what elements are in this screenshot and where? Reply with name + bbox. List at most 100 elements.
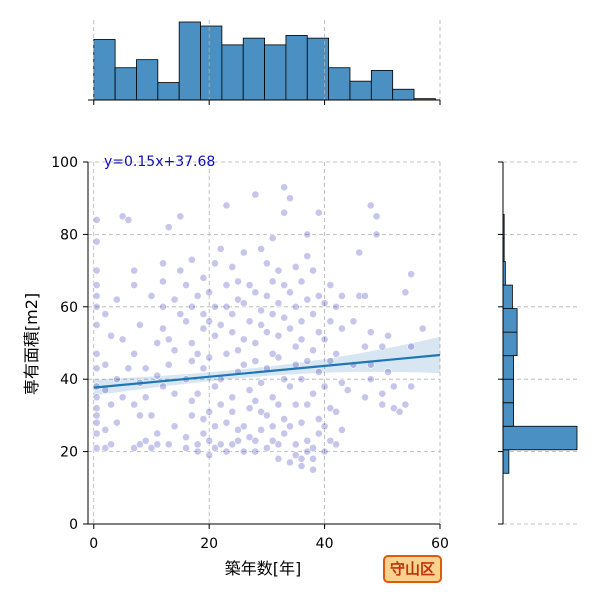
data-point: [407, 270, 416, 279]
data-point: [268, 349, 277, 358]
data-point: [384, 331, 392, 340]
data-point: [326, 317, 335, 326]
y-tick-label: 40: [60, 372, 78, 388]
data-point: [153, 371, 162, 380]
data-point: [286, 194, 294, 203]
data-point: [303, 400, 312, 409]
data-point: [303, 295, 312, 304]
axes: 0 20 40 60 0 20 40 60 80 100: [51, 155, 449, 552]
data-point: [314, 368, 323, 376]
x-tick-label: 0: [89, 536, 98, 552]
data-point: [389, 404, 398, 413]
data-point: [332, 349, 341, 358]
data-point: [234, 346, 242, 355]
data-point: [309, 465, 317, 474]
data-point: [159, 324, 167, 333]
data-point: [291, 451, 300, 460]
data-point: [407, 342, 416, 351]
x-hist-bar: [200, 25, 223, 101]
data-point: [268, 436, 277, 445]
data-point: [291, 302, 300, 311]
data-point: [211, 259, 219, 268]
data-point: [239, 299, 248, 308]
y-hist-bar: [502, 402, 514, 427]
data-point: [124, 216, 133, 224]
data-point: [280, 429, 289, 438]
data-point: [314, 328, 323, 337]
data-point: [170, 346, 179, 355]
data-point: [245, 317, 254, 326]
data-point: [234, 436, 242, 445]
data-point: [303, 436, 312, 445]
data-point: [193, 447, 202, 456]
data-point: [92, 411, 101, 420]
data-point: [257, 306, 266, 315]
data-point: [222, 349, 231, 358]
data-point: [320, 299, 329, 308]
data-point: [361, 342, 369, 351]
data-point: [211, 444, 219, 452]
data-point: [187, 397, 196, 405]
data-point: [251, 190, 260, 199]
data-point: [268, 277, 277, 286]
data-point: [112, 295, 121, 304]
data-point: [251, 447, 260, 456]
grid-lines: [88, 161, 441, 525]
x-hist-bar: [328, 67, 351, 101]
data-point: [124, 364, 133, 373]
data-point: [182, 281, 190, 289]
data-point: [401, 288, 410, 297]
data-point: [274, 400, 283, 409]
data-point: [92, 418, 101, 427]
data-point: [170, 422, 179, 431]
data-point: [153, 440, 162, 449]
data-point: [314, 429, 323, 438]
x-hist-bar: [93, 39, 116, 101]
data-point: [205, 436, 214, 445]
data-point: [107, 440, 115, 449]
data-point: [309, 454, 317, 463]
data-point: [92, 444, 101, 452]
data-point: [193, 292, 202, 300]
x-hist-bar: [306, 37, 330, 101]
confidence-band-area: [93, 336, 440, 396]
data-point: [112, 418, 121, 427]
marginal-x-histogram: [88, 20, 441, 105]
data-point: [211, 302, 219, 311]
data-point: [182, 317, 190, 326]
data-point: [147, 292, 156, 300]
x-tick-label: 20: [200, 536, 218, 552]
data-point: [187, 339, 196, 347]
data-point: [176, 266, 185, 275]
data-point: [234, 277, 242, 286]
data-point: [274, 454, 283, 463]
data-point: [251, 436, 260, 445]
data-point: [280, 281, 289, 289]
data-point: [176, 310, 185, 318]
data-point: [228, 440, 237, 449]
data-point: [92, 393, 101, 402]
marginal-y-histogram: [498, 161, 580, 525]
data-point: [378, 342, 387, 351]
x-hist-bar: [136, 59, 159, 101]
data-point: [262, 411, 271, 420]
data-point: [268, 422, 277, 431]
y-hist-bar: [502, 378, 514, 404]
data-point: [257, 320, 266, 329]
data-point: [130, 266, 139, 275]
data-point: [101, 310, 110, 318]
data-point: [407, 382, 416, 391]
data-point: [112, 375, 121, 384]
y-hist-bar: [502, 331, 518, 357]
data-point: [389, 382, 398, 391]
data-point: [251, 288, 260, 297]
data-point: [118, 393, 127, 402]
data-point: [136, 320, 144, 329]
data-point: [216, 400, 225, 409]
data-point: [297, 462, 306, 470]
data-point: [257, 407, 266, 416]
data-point: [326, 436, 335, 445]
data-point: [309, 346, 317, 355]
data-point: [257, 425, 266, 434]
data-point: [286, 382, 294, 391]
